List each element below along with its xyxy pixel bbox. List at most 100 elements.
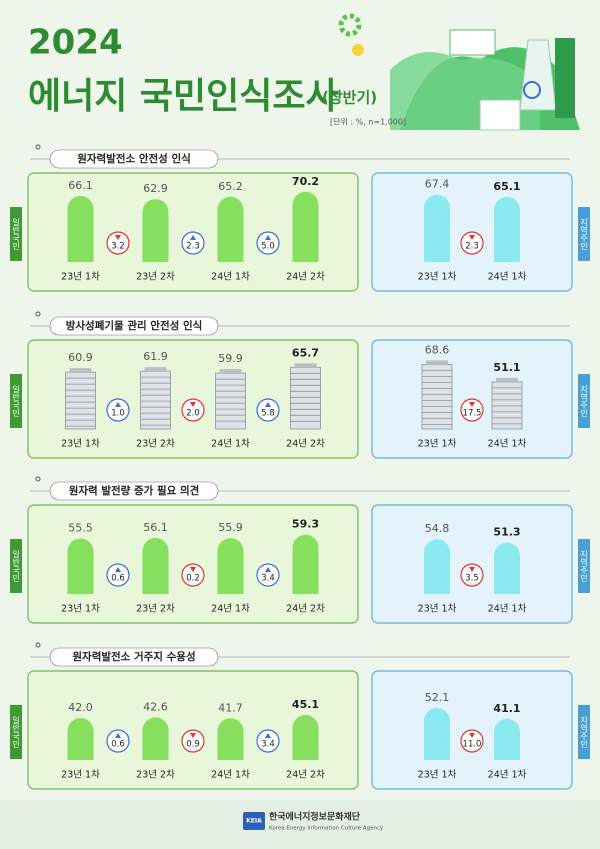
bar: [424, 194, 450, 262]
change-label: 0.6: [111, 574, 125, 584]
value-label: 51.1: [493, 361, 520, 374]
bar: [424, 539, 450, 594]
change-badge: 3.4: [256, 563, 280, 587]
section-bullet: [35, 642, 41, 648]
value-label: 65.7: [292, 346, 319, 359]
bar: [142, 537, 169, 594]
change-badge: 0.6: [106, 563, 130, 587]
category-label: 23년 1차: [418, 271, 457, 283]
group-label: 일반국민: [11, 550, 20, 582]
change-label: 2.3: [186, 242, 200, 252]
section-title: 방사성폐기물 관리 안전성 인식: [66, 319, 203, 332]
group-label: 지역주민: [580, 716, 589, 748]
assembly-cap: [294, 363, 317, 368]
value-label: 52.1: [425, 691, 450, 704]
change-label: 3.4: [261, 574, 275, 584]
category-label: 24년 1차: [488, 769, 527, 781]
change-circle: [460, 231, 484, 255]
bar: [67, 538, 94, 594]
value-label: 54.8: [425, 522, 450, 535]
panel: 일반국민 42.0 23년 1차 42.6 23년 2차 41.7 24년 1차 45.1 24…: [10, 670, 359, 790]
bar: [67, 718, 94, 760]
value-label: 56.1: [143, 521, 168, 534]
group-strip: [578, 374, 590, 428]
change-label: 0.6: [111, 740, 125, 750]
fuel-assembly: [421, 360, 453, 430]
change-label: 0.9: [186, 740, 200, 750]
group-strip: [10, 705, 22, 759]
change-badge: 3.5: [460, 563, 484, 587]
bar: [292, 534, 319, 594]
category-label: 24년 2차: [286, 271, 325, 283]
category-label: 23년 1차: [61, 769, 100, 781]
value-label: 55.5: [68, 522, 93, 535]
change-badge: 2.3: [460, 231, 484, 255]
change-circle: [460, 563, 484, 587]
fuel-assembly: [491, 377, 523, 430]
category-label: 23년 1차: [418, 438, 457, 450]
category-label: 23년 1차: [61, 438, 100, 450]
change-badge: 5.8: [256, 398, 280, 422]
bar: [494, 718, 520, 760]
assembly-cap: [496, 377, 518, 382]
value-label: 62.9: [143, 182, 168, 195]
panel: 일반국민 55.5 23년 1차 56.1 23년 2차 55.9 24년 1차 59.3 24…: [10, 504, 359, 624]
bar: [217, 538, 244, 594]
panel: 일반국민 66.1 23년 1차 62.9 23년 2차 65.2 24년 1차 70.2 24…: [10, 172, 359, 292]
change-label: 3.4: [261, 740, 275, 750]
category-label: 23년 1차: [418, 769, 457, 781]
value-label: 65.1: [493, 180, 520, 193]
value-label: 60.9: [68, 351, 93, 364]
group-label: 일반국민: [11, 385, 20, 417]
title: 에너지 국민인식조사: [28, 76, 339, 117]
arrow-up: [115, 402, 121, 407]
change-badge: 2.3: [181, 231, 205, 255]
category-label: 24년 1차: [488, 603, 527, 615]
category-label: 24년 2차: [286, 438, 325, 450]
category-label: 24년 1차: [488, 271, 527, 283]
change-badge: 3.2: [106, 231, 130, 255]
subtitle: (상반기): [322, 89, 377, 107]
arrow-up: [265, 402, 271, 407]
group-label: 지역주민: [580, 385, 589, 417]
value-label: 42.0: [68, 701, 93, 714]
header-decoration: [338, 13, 580, 131]
change-label: 1.0: [111, 409, 125, 419]
change-circle: [106, 729, 130, 753]
change-badge: 1.0: [106, 398, 130, 422]
arrow-up: [265, 567, 271, 572]
bar: [217, 196, 244, 262]
value-label: 59.3: [292, 518, 319, 531]
value-label: 66.1: [68, 179, 93, 192]
assembly-cap: [426, 360, 448, 365]
change-label: 2.0: [186, 409, 200, 419]
year: 2024: [28, 23, 123, 63]
assembly-body: [491, 381, 523, 430]
group-label: 지역주민: [580, 218, 589, 250]
assembly-cap: [219, 369, 242, 374]
value-label: 59.9: [218, 352, 243, 365]
change-circle: [106, 398, 130, 422]
change-badge: 5.0: [256, 231, 280, 255]
category-label: 24년 1차: [488, 438, 527, 450]
section-pill: [49, 149, 219, 169]
assembly-body: [421, 363, 453, 430]
assembly-body: [290, 366, 321, 430]
assembly-cap: [144, 367, 167, 372]
change-label: 3.5: [465, 574, 479, 584]
value-label: 41.7: [218, 701, 243, 714]
category-label: 24년 1차: [211, 603, 250, 615]
bar: [292, 191, 319, 262]
category-label: 24년 1차: [211, 769, 250, 781]
category-label: 23년 2차: [136, 603, 175, 615]
assembly-body: [215, 372, 246, 430]
assembly-body: [140, 370, 171, 430]
change-badge: 3.4: [256, 729, 280, 753]
value-label: 68.6: [425, 343, 450, 356]
change-circle: [460, 398, 484, 422]
logo: KEIA: [246, 818, 262, 825]
change-label: 17.5: [463, 409, 482, 419]
bar: [494, 196, 520, 262]
change-circle: [106, 231, 130, 255]
arrow-up: [115, 567, 121, 572]
